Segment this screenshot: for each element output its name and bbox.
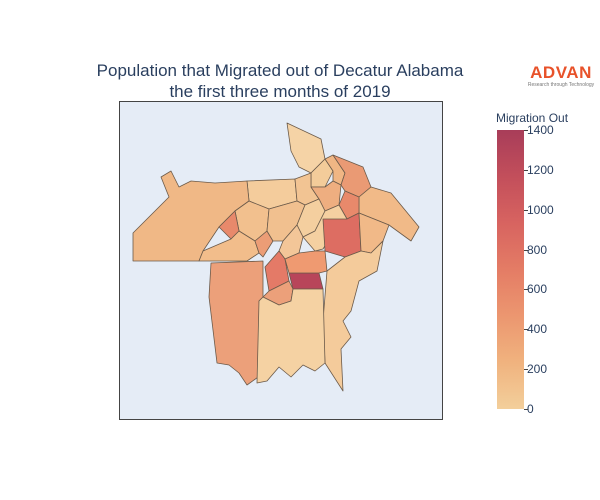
tract-southeast[interactable] — [322, 240, 384, 392]
colorbar-tick-mark — [524, 369, 528, 371]
chart-title-line-2: the first three months of 2019 — [169, 82, 391, 101]
chart-title-line-1: Population that Migrated out of Decatur … — [96, 61, 464, 80]
colorbar-tick-mark — [524, 329, 528, 331]
choropleth-map[interactable] — [119, 101, 443, 420]
colorbar-title: Migration Out — [496, 111, 569, 125]
tract-wc-3[interactable] — [198, 230, 260, 262]
logo-tagline: Research through Technology — [527, 82, 595, 88]
tract-cs-red[interactable] — [288, 272, 324, 290]
tract-east-central[interactable] — [322, 212, 362, 258]
colorbar-tick-label: 1200 — [527, 162, 554, 177]
colorbar-tick-label: 200 — [527, 362, 548, 377]
colorbar-tick-label: 1400 — [527, 123, 554, 137]
colorbar-tick-label: 1000 — [527, 202, 554, 217]
colorbar-tick-mark — [524, 209, 528, 211]
colorbar-gradient — [497, 130, 524, 409]
colorbar-tick-mark — [524, 409, 528, 410]
colorbar-tick-mark — [524, 249, 528, 251]
colorbar-tick-label: 800 — [527, 242, 548, 257]
colorbar-tick-label: 400 — [527, 322, 548, 337]
tract-cs-1[interactable] — [264, 250, 290, 292]
colorbar-tick-label: 0 — [527, 402, 534, 416]
colorbar-tick-mark — [524, 289, 528, 291]
colorbar-tick-mark — [524, 169, 528, 171]
advan-logo: ADVAN Research through Technology — [526, 63, 596, 89]
logo-wordmark: ADVAN — [530, 63, 592, 82]
tract-wc-4[interactable] — [254, 230, 274, 258]
tract-southwest[interactable] — [208, 260, 264, 386]
tract-south[interactable] — [256, 288, 326, 384]
chart-title: Population that Migrated out of Decatur … — [0, 60, 560, 102]
colorbar-tick-mark — [524, 130, 528, 131]
tract-cs-2[interactable] — [284, 250, 328, 274]
colorbar-tick-label: 600 — [527, 282, 548, 297]
